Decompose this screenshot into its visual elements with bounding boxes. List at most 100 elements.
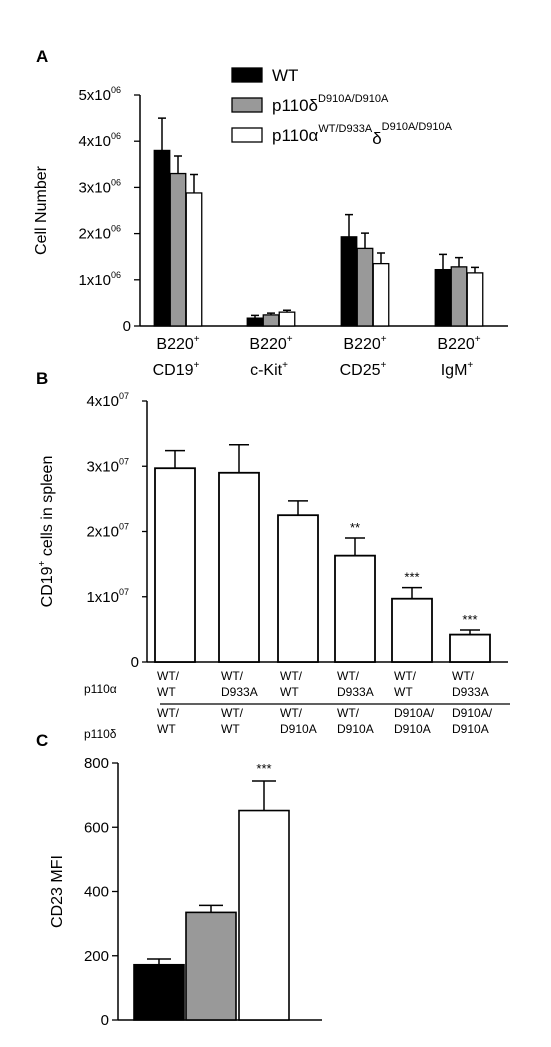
panel-a-bar-s1-c3 — [450, 266, 468, 327]
panel-a-y-tick-label-5: 5x1006 — [78, 85, 121, 104]
panel-a-x-label-line1-1: B220+ — [249, 334, 292, 353]
panel-a-letter: A — [36, 47, 48, 66]
panel-b-alpha-line2-3: D933A — [337, 685, 374, 699]
panel-b-error-bar-2 — [288, 500, 308, 516]
panel-a-error-bar-s0-c1 — [251, 314, 259, 319]
panel-c-y-tick-label-1: 200 — [84, 948, 109, 965]
panel-b-alpha-line2-5: D933A — [452, 685, 489, 699]
panel-a-error-bar-s1-c0 — [174, 155, 182, 174]
panel-b-alpha-line2-2: WT — [280, 685, 299, 699]
panel-b-delta-line1-1: WT/ — [221, 706, 244, 720]
panel-b-significance-5: *** — [462, 612, 477, 627]
panel-c-y-tick-label-3: 600 — [84, 819, 109, 836]
panel-b-error-bar-4 — [402, 586, 422, 599]
panel-a-bar-s0-c0 — [153, 149, 171, 327]
panel-b-y-tick-label-3: 3x1007 — [86, 456, 129, 475]
panel-a-bar-s0-c3 — [434, 268, 452, 327]
panel-b-bar-chart: B 0 1x1007 2x1007 3x1007 4x1007 CD19+ cells i… — [36, 369, 510, 741]
panel-a-error-bar-s2-c2 — [377, 252, 385, 264]
panel-b-delta-line2-0: WT — [157, 722, 176, 736]
panel-b-bar-4 — [391, 597, 433, 663]
panel-b-alpha-line1-4: WT/ — [394, 669, 417, 683]
panel-a-error-bar-s1-c2 — [361, 232, 369, 249]
panel-a-x-label-line1-0: B220+ — [156, 334, 199, 353]
panel-b-letter: B — [36, 369, 48, 388]
panel-b-row-label-delta: p110δ — [84, 727, 117, 741]
panel-a-error-bar-s1-c3 — [455, 256, 463, 267]
panel-c-y-tick-label-4: 800 — [84, 755, 109, 772]
panel-a-legend-label-2: p110αWT/D933AδD910A/D910A — [272, 121, 453, 148]
panel-b-row-label-alpha: p110α — [84, 682, 117, 696]
panel-a-error-bar-s2-c1 — [283, 309, 291, 313]
panel-b-delta-line1-3: WT/ — [337, 706, 360, 720]
panel-c-y-tick-label-2: 400 — [84, 884, 109, 901]
panel-b-error-bar-3 — [345, 537, 365, 556]
panel-a-y-tick-label-0: 0 — [123, 318, 131, 335]
panel-a-x-label-line2-2: CD25+ — [340, 360, 387, 379]
panel-b-bar-3 — [334, 554, 376, 663]
panel-b-error-bar-1 — [229, 443, 249, 473]
panel-c-letter: C — [36, 731, 48, 750]
panel-a-error-bar-s1-c1 — [267, 312, 275, 315]
panel-c-y-label: CD23 MFI — [49, 855, 66, 928]
panel-a-x-label-line2-0: CD19+ — [153, 360, 200, 379]
panel-b-delta-line1-0: WT/ — [157, 706, 180, 720]
panel-c-error-bar-0 — [147, 958, 171, 965]
panel-b-error-bar-5 — [460, 629, 480, 635]
panel-a-bar-s2-c3 — [466, 272, 484, 327]
panel-b-delta-line2-3: D910A — [337, 722, 374, 736]
panel-b-alpha-line1-0: WT/ — [157, 669, 180, 683]
panel-b-alpha-line1-1: WT/ — [221, 669, 244, 683]
panel-b-bar-1 — [218, 471, 260, 663]
panel-b-significance-3: ** — [350, 520, 360, 535]
panel-b-alpha-line1-3: WT/ — [337, 669, 360, 683]
panel-a-legend-label-1: p110δD910A/D910A — [272, 93, 389, 115]
panel-a-legend-swatch-0 — [231, 67, 263, 83]
panel-a-x-label-line2-1: c-Kit+ — [250, 360, 288, 379]
panel-c-bar-1 — [185, 911, 237, 1021]
panel-c-error-bar-1 — [199, 904, 223, 913]
panel-b-delta-line2-4: D910A — [394, 722, 431, 736]
panel-b-delta-line2-5: D910A — [452, 722, 489, 736]
panel-a-bar-s0-c2 — [340, 236, 358, 327]
panel-b-y-tick-label-2: 2x1007 — [86, 522, 129, 541]
panel-c-y-tick-label-0: 0 — [101, 1012, 109, 1029]
panel-c-bar-chart: C 0 200 400 600 800 CD23 MFI *** — [36, 731, 322, 1029]
panel-a-y-tick-label-1: 1x1006 — [78, 270, 121, 289]
panel-b-delta-line1-2: WT/ — [280, 706, 303, 720]
panel-b-y-tick-label-0: 0 — [131, 654, 139, 671]
panel-a-bar-s2-c1 — [278, 311, 296, 327]
panel-a-error-bar-s2-c0 — [190, 173, 198, 193]
panel-b-delta-line2-1: WT — [221, 722, 240, 736]
panel-b-bar-2 — [277, 514, 319, 663]
panel-b-bar-0 — [154, 467, 196, 663]
panel-a-y-label: Cell Number — [33, 165, 50, 255]
panel-a-y-tick-label-3: 3x1006 — [78, 177, 121, 196]
panel-a-bar-s0-c1 — [246, 317, 264, 327]
panel-a-y-tick-label-4: 4x1006 — [78, 131, 121, 150]
panel-b-y-tick-label-1: 1x1007 — [86, 587, 129, 606]
panel-b-error-bar-0 — [165, 449, 185, 469]
panel-a-bar-s1-c0 — [169, 172, 187, 327]
panel-a-x-label-line1-3: B220+ — [437, 334, 480, 353]
panel-a-bar-s1-c2 — [356, 247, 374, 327]
panel-b-alpha-line1-2: WT/ — [280, 669, 303, 683]
panel-b-bar-5 — [449, 633, 491, 663]
panel-a-error-bar-s0-c3 — [439, 253, 447, 270]
panel-b-alpha-line2-1: D933A — [221, 685, 258, 699]
panel-a-legend-label-0: WT — [272, 66, 298, 85]
panel-a-bar-s2-c2 — [372, 262, 390, 327]
panel-c-bar-0 — [133, 963, 185, 1021]
panel-c-error-bar-2 — [252, 780, 276, 811]
panel-b-alpha-line2-4: WT — [394, 685, 413, 699]
panel-a-x-label-line2-3: IgM+ — [441, 360, 474, 379]
panel-a-bar-s2-c0 — [185, 192, 203, 327]
panel-a-error-bar-s0-c0 — [158, 117, 166, 151]
panel-b-y-tick-label-4: 4x1007 — [86, 391, 129, 410]
panel-b-alpha-line2-0: WT — [157, 685, 176, 699]
panel-b-delta-line1-4: D910A/ — [394, 706, 435, 720]
panel-a-y-tick-label-2: 2x1006 — [78, 224, 121, 243]
panel-a-bar-chart: A 0 1x1006 2x1006 3x1006 4x1006 5x1006 Cell Nu… — [33, 47, 508, 379]
panel-c-significance-2: *** — [256, 761, 271, 776]
panel-a-legend-swatch-2 — [231, 127, 263, 143]
